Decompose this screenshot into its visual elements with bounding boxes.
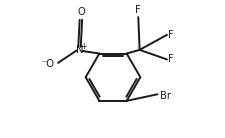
Text: ⁻O: ⁻O bbox=[41, 59, 54, 69]
Text: N: N bbox=[75, 45, 83, 55]
Text: +: + bbox=[80, 42, 86, 51]
Text: F: F bbox=[168, 54, 173, 64]
Text: F: F bbox=[168, 30, 173, 40]
Text: F: F bbox=[135, 5, 141, 15]
Text: Br: Br bbox=[160, 91, 170, 101]
Text: O: O bbox=[77, 7, 84, 17]
